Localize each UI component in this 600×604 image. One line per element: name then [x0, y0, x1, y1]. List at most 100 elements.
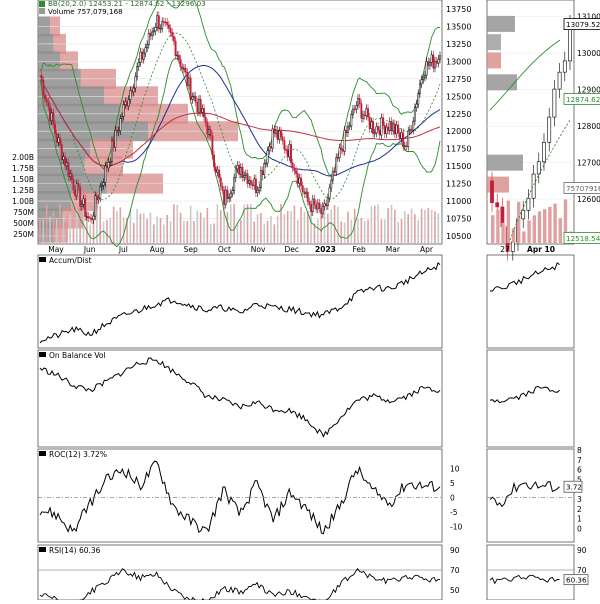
zoom-y-tick-label: 13000 — [577, 49, 600, 58]
candle-body — [377, 126, 380, 131]
candle-body — [239, 167, 242, 175]
volume-bar — [136, 208, 138, 243]
candle-body — [142, 52, 145, 60]
candle-body — [259, 170, 262, 188]
candle-body — [149, 32, 152, 37]
candle-body — [79, 186, 82, 207]
candle-body — [429, 62, 431, 66]
bollinger-lower-line — [39, 57, 441, 248]
candle-body — [241, 167, 244, 178]
candle-body — [224, 189, 227, 205]
candle-body — [70, 173, 73, 180]
zoom-price-tag-label: 13079.52 — [566, 20, 600, 29]
volume-bar — [216, 204, 219, 243]
candle-body — [111, 140, 113, 162]
roc-line — [39, 460, 441, 535]
volume-bar — [424, 209, 426, 243]
candle-body — [137, 62, 140, 67]
candle-body — [62, 156, 65, 161]
volume-bar — [132, 222, 135, 243]
candle-body — [171, 32, 174, 37]
candle-body — [201, 108, 204, 113]
volume-bar — [260, 213, 262, 243]
volume-bar — [387, 208, 389, 243]
volume-bar — [337, 206, 339, 243]
candle-body — [248, 180, 251, 184]
volume-bar — [360, 217, 363, 243]
volume-bar — [377, 204, 379, 243]
candle-body — [435, 61, 438, 64]
zoom-volume-bar — [532, 215, 536, 243]
candle-body — [350, 114, 353, 127]
candle-body — [340, 147, 343, 150]
candle-body — [244, 173, 247, 176]
candle-body — [323, 203, 326, 207]
candle-body — [154, 26, 157, 32]
candle-body — [99, 186, 102, 199]
volume-bar — [183, 221, 185, 243]
candle-body — [84, 198, 87, 217]
candle-body — [341, 149, 344, 152]
zoom-price-tag-box — [563, 232, 600, 244]
zoom-candle-body — [542, 141, 546, 163]
candle-body — [107, 162, 110, 169]
price-y-tick-label: 12500 — [446, 92, 471, 101]
candle-body — [40, 75, 43, 81]
zoom-volume-by-price-bar — [487, 52, 501, 69]
candle-body — [408, 128, 411, 132]
volume-tick-label: 1.25B — [12, 186, 34, 195]
candle-body — [313, 198, 316, 205]
obv-panel — [37, 349, 443, 448]
zoom-price-tag-box — [563, 182, 600, 194]
candle-body — [169, 28, 172, 33]
zoom-candle-body — [510, 241, 515, 252]
volume-bar — [102, 221, 105, 243]
volume-bar — [407, 214, 410, 243]
candle-body — [425, 61, 428, 76]
rsi-zoom-y-tick-label: 70 — [577, 566, 587, 575]
zoom-y-tick-label: 12900 — [577, 86, 600, 95]
candle-body — [203, 108, 205, 118]
volume-bar — [434, 211, 436, 243]
candle-body — [69, 173, 72, 177]
candle-body — [75, 183, 78, 197]
zoom-bollinger-mid-line — [509, 119, 571, 241]
candle-body — [50, 112, 53, 122]
accum-dist-panel-zoom — [486, 254, 575, 349]
volume-tick-label: 750M — [13, 208, 34, 217]
rsi-zoom-line — [489, 574, 560, 585]
rsi-panel-zoom — [486, 544, 575, 601]
candle-body — [121, 116, 123, 119]
candle-body — [373, 132, 376, 135]
candle-body — [256, 189, 259, 194]
candle-body — [328, 187, 331, 199]
volume-bar — [159, 218, 162, 243]
candle-body — [223, 189, 226, 205]
candle-body — [194, 95, 197, 103]
volume-bar — [290, 211, 292, 243]
volume-bar — [283, 214, 286, 243]
candle-body — [335, 157, 338, 173]
candle-body — [353, 108, 356, 111]
candle-body — [139, 51, 142, 63]
candle-body — [182, 67, 185, 70]
candle-body — [276, 129, 279, 140]
candle-body — [346, 125, 349, 134]
candle-body — [214, 166, 217, 173]
volume-bar — [146, 218, 148, 243]
candle-body — [94, 195, 97, 217]
candle-body — [358, 98, 361, 104]
obv-title: On Balance Vol — [49, 351, 106, 360]
volume-bar — [142, 213, 145, 243]
candle-body — [439, 55, 441, 60]
candle-body — [430, 54, 433, 63]
candle-body — [119, 118, 122, 131]
candle-body — [117, 130, 120, 133]
candle-body — [100, 184, 103, 188]
zoom-candle-body — [531, 173, 536, 199]
candle-body — [246, 173, 249, 184]
candle-body — [291, 162, 294, 169]
candle-body — [331, 171, 334, 181]
candle-body — [405, 145, 408, 148]
candle-body — [437, 58, 440, 64]
